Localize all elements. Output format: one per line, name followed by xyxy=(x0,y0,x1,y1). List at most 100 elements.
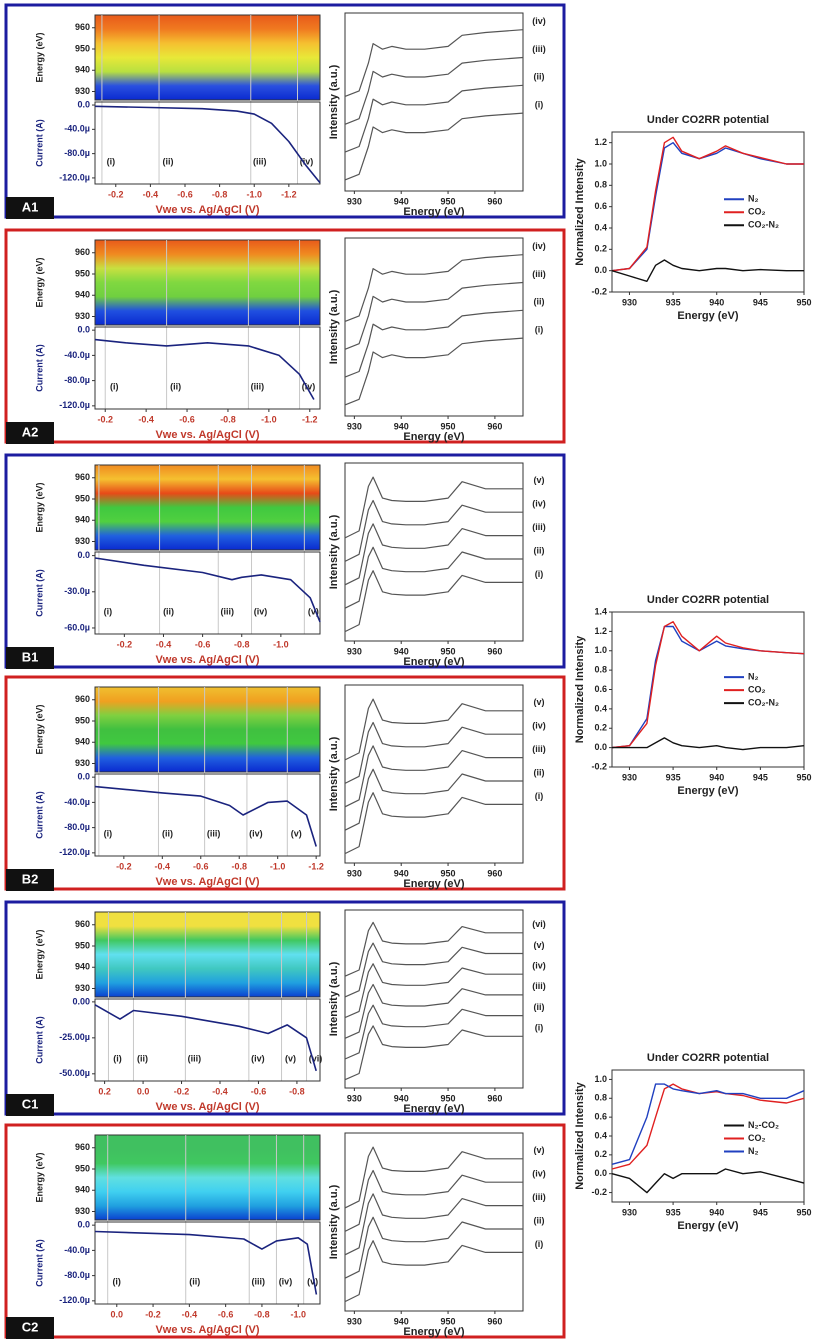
series-label: (ii) xyxy=(534,1002,545,1012)
x-tick-label: -0.6 xyxy=(218,1309,234,1319)
y-tick-label: 950 xyxy=(75,43,90,53)
x-tick-label: -1.2 xyxy=(308,861,324,871)
x-tick-label: -0.2 xyxy=(108,189,124,199)
data-line xyxy=(344,29,524,97)
data-line xyxy=(344,523,523,586)
panel-label-box xyxy=(6,197,54,219)
y-axis-label: Normalized Intensity xyxy=(574,1081,586,1189)
series-label: (iv) xyxy=(532,721,546,731)
x-tick-label: -0.6 xyxy=(193,861,209,871)
series-label: (iii) xyxy=(532,744,546,754)
x-tick-label: 940 xyxy=(709,772,724,782)
x-tick-label: -0.8 xyxy=(289,1086,305,1096)
y-tick-label: 930 xyxy=(75,311,90,321)
x-axis-label: Vwe vs. Ag/AgCl (V) xyxy=(155,429,259,441)
x-tick-label: 960 xyxy=(487,868,502,878)
marker-label: (ii) xyxy=(163,156,174,166)
panel-label-box xyxy=(6,647,54,669)
data-line xyxy=(611,1083,805,1165)
y-tick-label: 0.0 xyxy=(594,265,607,275)
x-axis-label: Energy (eV) xyxy=(677,310,738,322)
data-line xyxy=(344,112,524,181)
plot-frame xyxy=(344,1132,524,1312)
x-tick-label: -0.8 xyxy=(231,861,247,871)
legend-label: N₂-CO₂ xyxy=(748,1120,779,1130)
y-tick-label: 0.0 xyxy=(77,550,90,560)
panel-label: B2 xyxy=(22,871,39,886)
x-tick-label: 950 xyxy=(441,196,456,206)
x-tick-label: -1.0 xyxy=(261,414,277,424)
y-axis-label: Current (A) xyxy=(34,1016,44,1064)
legend-label: CO₂-N₂ xyxy=(748,220,779,230)
panel-label: C1 xyxy=(22,1096,39,1111)
data-line xyxy=(344,1004,523,1060)
series-label: (ii) xyxy=(534,767,545,777)
y-tick-label: 0.0 xyxy=(77,772,90,782)
heatmap xyxy=(94,1134,321,1221)
x-tick-label: 930 xyxy=(622,297,637,307)
x-tick-label: 930 xyxy=(347,868,362,878)
data-line xyxy=(344,56,524,125)
legend-label: N₂ xyxy=(748,671,759,681)
marker-label: (i) xyxy=(104,828,113,838)
y-tick-label: -80.0µ xyxy=(64,375,90,385)
y-tick-label: -120.0µ xyxy=(59,1295,90,1305)
y-tick-label: -0.2 xyxy=(591,286,607,296)
plot-frame xyxy=(611,131,805,293)
marker-label: (ii) xyxy=(137,1053,148,1063)
x-tick-label: 950 xyxy=(796,297,811,307)
series-label: (iii) xyxy=(532,269,546,279)
y-tick-label: 1.0 xyxy=(594,1074,607,1084)
data-line xyxy=(344,1169,523,1232)
y-tick-label: -120.0µ xyxy=(59,400,90,410)
y-tick-label: 940 xyxy=(75,1185,90,1195)
series-label: (i) xyxy=(535,569,544,579)
x-tick-label: -0.4 xyxy=(212,1086,228,1096)
x-tick-label: -0.6 xyxy=(251,1086,267,1096)
marker-label: (iv) xyxy=(300,156,314,166)
panel-label-box xyxy=(6,1317,54,1339)
data-line xyxy=(344,499,523,562)
y-tick-label: 0.8 xyxy=(594,1093,607,1103)
x-tick-label: 935 xyxy=(666,297,681,307)
panel-label: A1 xyxy=(22,199,39,214)
x-axis-label: Energy (eV) xyxy=(403,878,464,890)
y-tick-label: 0.4 xyxy=(594,222,607,232)
x-tick-label: 945 xyxy=(753,1207,768,1217)
marker-label: (i) xyxy=(112,1276,121,1286)
y-axis-label: Current (A) xyxy=(34,569,44,617)
data-line xyxy=(94,557,321,623)
heatmap xyxy=(94,239,321,326)
data-line xyxy=(612,737,805,751)
panel-label: B1 xyxy=(22,649,39,664)
series-label: (vi) xyxy=(532,919,546,929)
series-label: (v) xyxy=(534,940,545,950)
x-axis-label: Vwe vs. Ag/AgCl (V) xyxy=(155,204,259,216)
y-axis-label: Intensity (a.u.) xyxy=(328,961,340,1036)
series-label: (i) xyxy=(535,1239,544,1249)
legend-label: CO₂ xyxy=(748,684,766,694)
plot-frame xyxy=(94,1221,321,1305)
x-tick-label: 945 xyxy=(753,297,768,307)
data-line xyxy=(94,338,315,400)
x-tick-label: 950 xyxy=(441,421,456,431)
x-tick-label: 960 xyxy=(487,421,502,431)
x-tick-label: -0.6 xyxy=(177,189,193,199)
x-tick-label: 930 xyxy=(622,1207,637,1217)
y-axis-label: Current (A) xyxy=(34,119,44,167)
plot-frame xyxy=(344,684,524,864)
y-tick-label: 0.4 xyxy=(594,1130,607,1140)
y-tick-label: 930 xyxy=(75,86,90,96)
series-label: (i) xyxy=(535,791,544,801)
y-axis-label: Intensity (a.u.) xyxy=(328,1184,340,1259)
panel-label-box xyxy=(6,1094,54,1116)
y-tick-label: -30.0µ xyxy=(64,586,90,596)
y-axis-label: Energy (eV) xyxy=(34,257,44,307)
x-tick-label: 960 xyxy=(487,1093,502,1103)
marker-label: (v) xyxy=(307,1276,318,1286)
marker-label: (ii) xyxy=(170,381,181,391)
y-axis-label: Energy (eV) xyxy=(34,929,44,979)
series-label: (v) xyxy=(534,697,545,707)
x-tick-label: -0.4 xyxy=(182,1309,198,1319)
plot-frame xyxy=(94,326,321,410)
